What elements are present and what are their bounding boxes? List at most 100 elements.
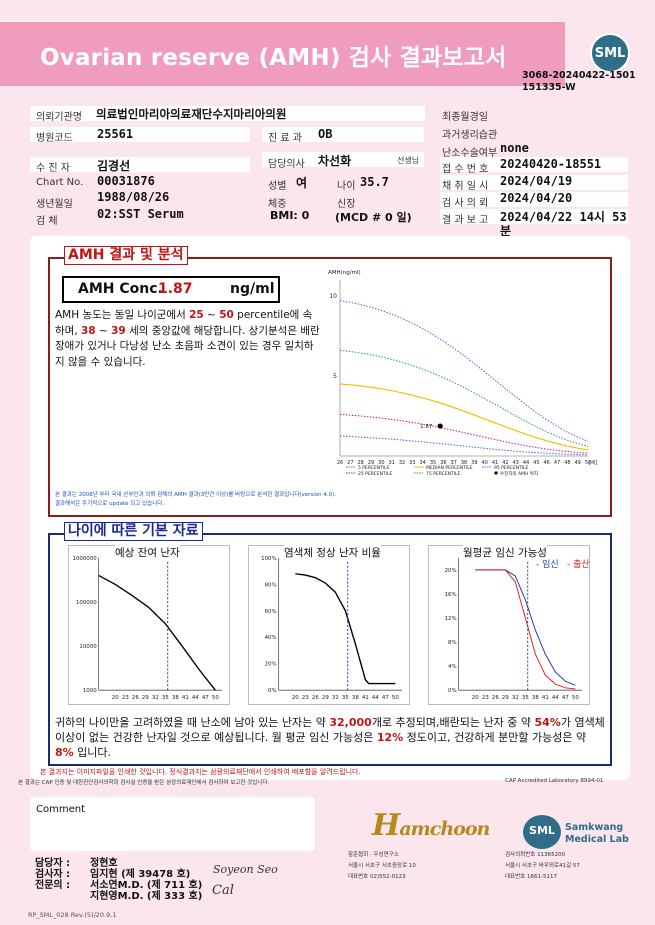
patient-name-label: 수 진 자	[36, 163, 70, 174]
legend-pregnancy: - 임신	[536, 560, 559, 570]
pregnancy-x-tick: 32	[512, 695, 519, 701]
pregnancy-y-tick: 16%	[445, 592, 457, 598]
remaining-eggs-line	[98, 574, 216, 691]
age-summary-birth: 8%	[55, 746, 74, 759]
normal-eggs-x-tick: 44	[372, 695, 379, 701]
pregnancy-x-tick: 26	[492, 695, 499, 701]
height-label: 신장	[337, 199, 356, 210]
receipt-box	[440, 157, 628, 172]
pregnancy-x-tick: 50	[572, 695, 579, 701]
test-value: 2024/04/20	[500, 191, 573, 205]
sml-info: 검사의뢰번호 11365200 서울시 서초구 바우뫼로41길 57 대표번호 …	[505, 852, 580, 880]
report-date-tail: 분	[500, 224, 512, 238]
pregnancy-x-tick: 47	[562, 695, 569, 701]
remaining-eggs-y-tick: 1000000	[73, 556, 98, 562]
dob-label: 생년월일	[36, 199, 73, 210]
pregnancy-x-tick: 38	[532, 695, 539, 701]
age-summary-5: 입니다.	[73, 746, 112, 759]
report-date-label: 결 과 보 고	[442, 215, 489, 226]
menopause-label: 난소수술여부	[442, 148, 498, 159]
amh-series-line	[339, 349, 589, 447]
amh-x-tick: 48	[564, 460, 570, 466]
pregnancy-y-tick: 8%	[448, 640, 457, 646]
remaining-eggs-y-tick: 10000	[79, 644, 97, 650]
amh-x-tick: 38	[461, 460, 467, 466]
amh-legend-label: MEDIAN PERCENTILE	[426, 465, 473, 471]
footer-code: RP_SML_028 Rev.(5)/20.9.1	[28, 911, 117, 919]
tester-label: 검사자 :	[35, 869, 71, 880]
pregnancy-x-tick: 35	[522, 695, 529, 701]
remaining-eggs-chart-bg	[69, 546, 229, 704]
doctor-value: 차선화	[318, 154, 352, 168]
pregnancy-y-tick: 4%	[448, 664, 457, 670]
amh-x-tick: 45	[533, 460, 539, 466]
hospital-code-box	[30, 127, 250, 142]
pregnancy-chart: 20% 16% 12% 8% 4% 0% 20 23 26 29 32 35 38 41 44 47 50	[428, 545, 590, 705]
lmp-label: 최종월경일	[442, 112, 488, 123]
amh-description: AMH 농도는 동일 나이군에서 25 ~ 50 percentile에 속하며…	[55, 308, 320, 370]
dept-box	[262, 127, 424, 142]
normal-eggs-chart: 100% 80% 60% 40% 20% 0% 20 23 26 29 32 35 38 41 44 47 50	[248, 545, 410, 705]
doctor-label: 담당의사	[268, 159, 305, 170]
age-section	[48, 533, 612, 766]
amh-y-tick: 5	[333, 373, 337, 380]
amh-desc-age-low: 38	[81, 324, 96, 337]
normal-eggs-x-tick: 23	[302, 695, 309, 701]
amh-x-tick: 34	[419, 460, 425, 466]
remaining-eggs-chart: 1000000 100000 10000 1000 20 23 26 29 32 35 38 41 44…	[68, 545, 230, 705]
hamchoon-logo-text: amchoon	[399, 818, 490, 840]
remaining-eggs-x-tick: 41	[182, 695, 189, 701]
amh-percentile-chart: AMH(ng/ml) 5 10 26 27 28 29 30 31 32 33 34 35 36 37 38 3…	[326, 266, 602, 484]
pregnancy-title: 월평균 임신 가능성	[463, 545, 547, 560]
amh-patient-point	[437, 423, 443, 429]
sex-value: 여	[296, 176, 308, 190]
age-label: 나이	[337, 181, 356, 192]
amh-x-tick: 49	[574, 460, 580, 466]
specimen-value: 02:SST Serum	[97, 207, 184, 221]
sml-logo-bottom: SML	[523, 815, 561, 849]
report-id: 3068-20240422-1501 151335-W	[522, 70, 636, 93]
normal-eggs-x-tick: 20	[292, 695, 299, 701]
dob-value: 1988/08/26	[97, 190, 170, 204]
institution-box	[30, 106, 425, 121]
amh-x-tick: 33	[409, 460, 415, 466]
remaining-eggs-x-tick: 29	[142, 695, 149, 701]
tester-value: 임지현 (제 39478 호)	[90, 869, 191, 880]
normal-eggs-y-tick: 60%	[265, 609, 277, 615]
institution-value: 의료법인마리아의료재단수지마리아의원	[96, 107, 287, 121]
amh-x-tick: 47	[554, 460, 560, 466]
pregnancy-label: 과거생리습관	[442, 130, 498, 141]
pregnancy-x-tick: 29	[502, 695, 509, 701]
pregnancy-x-tick: 23	[482, 695, 489, 701]
amh-conc-label: AMH Conc.	[78, 281, 163, 297]
age-summary-3: 가 염색체 이상이 없는 건강한 난자일 것으로 예상됩니다. 월 평균 임신 …	[55, 716, 605, 744]
amh-chart-bg	[326, 266, 602, 484]
amh-series-line	[339, 435, 589, 456]
hamchoon-info: 함춘협회 · 우성연구소 서울시 서초구 서초중앙로 10 대표번호 02)55…	[348, 852, 416, 880]
sml-name: Samkwang Medical Lab	[565, 822, 629, 845]
collect-box	[440, 175, 628, 190]
amh-x-tick: 46	[543, 460, 549, 466]
pregnancy-x-tick: 44	[552, 695, 559, 701]
sml-logo: SML	[590, 33, 630, 73]
pregnancy-x-tick: 41	[542, 695, 549, 701]
report-date-value: 2024/04/22 14시 53	[500, 210, 627, 224]
remaining-eggs-x-tick: 32	[152, 695, 159, 701]
specialist-value-2: 지현영M.D. (제 333 호)	[90, 891, 203, 902]
hamchoon-logo: Hamchoon	[372, 808, 490, 843]
amh-y-label: AMH(ng/ml)	[328, 270, 361, 276]
institution-label: 의뢰기관명	[36, 112, 82, 123]
normal-eggs-title: 염색체 정상 난자 비율	[284, 545, 381, 560]
receipt-label: 접 수 번 호	[442, 164, 489, 175]
amh-x-tick: [세]	[589, 459, 598, 466]
legend-birth: - 출산	[567, 560, 590, 570]
amh-x-tick: 32	[399, 460, 405, 466]
amh-x-tick: 43	[512, 460, 518, 466]
cap-notice: CAP Accredited Laboratory 8994-01	[505, 778, 604, 784]
normal-eggs-x-tick: 41	[362, 695, 369, 701]
remaining-eggs-y-tick: 1000	[83, 688, 97, 694]
normal-eggs-y-tick: 40%	[265, 635, 277, 641]
collect-value: 2024/04/19	[500, 174, 573, 188]
amh-x-tick: 42	[502, 460, 508, 466]
remaining-eggs-x-tick: 44	[192, 695, 199, 701]
